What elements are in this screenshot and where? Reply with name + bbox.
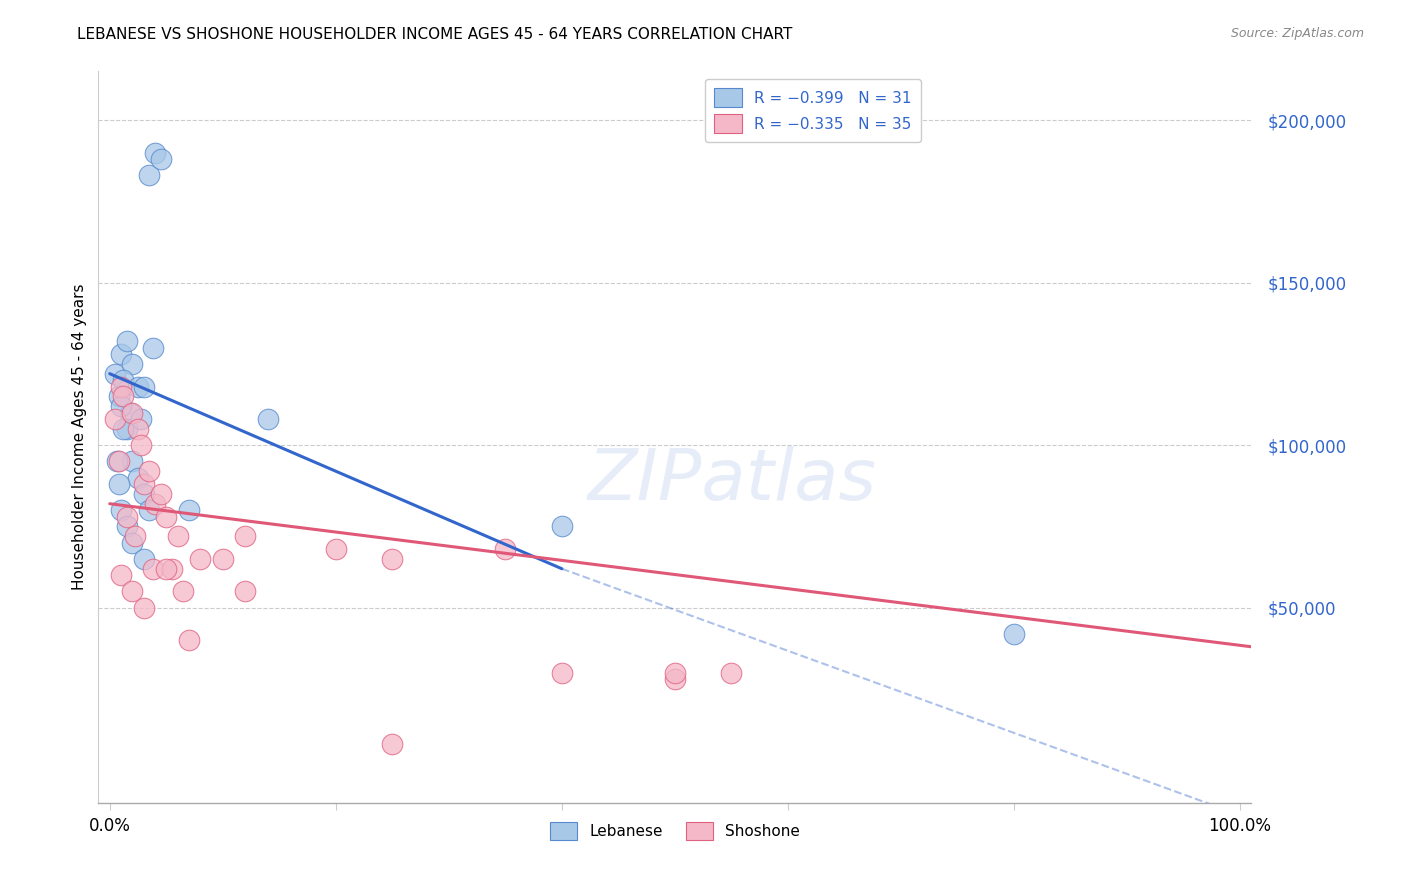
Point (127, 422, 149, 436)
Point (121, 584, 143, 599)
Point (107, 477, 129, 491)
Point (720, 665, 742, 680)
Point (121, 406, 143, 420)
Point (149, 487, 172, 501)
Point (325, 542, 347, 557)
Point (121, 454, 143, 468)
Point (155, 509, 177, 524)
Point (551, 519, 574, 533)
Point (120, 406, 142, 420)
Point (104, 412, 127, 426)
Point (110, 380, 132, 394)
Point (127, 380, 149, 394)
Point (664, 673, 686, 687)
Point (110, 399, 132, 413)
Point (177, 503, 200, 517)
Point (132, 380, 155, 394)
Point (132, 487, 155, 501)
Point (1002, 626, 1025, 640)
Point (177, 633, 200, 648)
Point (115, 519, 138, 533)
Point (121, 535, 143, 549)
Point (149, 152, 172, 166)
Point (143, 145, 166, 160)
Point (494, 542, 516, 557)
Point (131, 438, 153, 452)
Point (132, 477, 155, 491)
Point (138, 464, 160, 478)
Point (166, 529, 188, 543)
Point (381, 737, 404, 751)
Point (107, 454, 129, 468)
Text: LEBANESE VS SHOSHONE HOUSEHOLDER INCOME AGES 45 - 64 YEARS CORRELATION CHART: LEBANESE VS SHOSHONE HOUSEHOLDER INCOME … (77, 27, 793, 42)
Point (138, 503, 160, 517)
Point (115, 422, 138, 436)
Point (235, 584, 257, 599)
Point (105, 454, 128, 468)
Point (142, 341, 165, 355)
Point (143, 497, 166, 511)
Text: ZIPatlas: ZIPatlas (588, 447, 877, 516)
Y-axis label: Householder Income Ages 45 - 64 years: Householder Income Ages 45 - 64 years (72, 284, 87, 591)
Legend: Lebanese, Shoshone: Lebanese, Shoshone (543, 815, 807, 847)
Point (107, 389, 129, 403)
Point (155, 562, 177, 576)
Point (110, 503, 132, 517)
Point (381, 552, 404, 566)
Point (121, 357, 143, 371)
Point (131, 412, 153, 426)
Point (138, 169, 160, 183)
Point (235, 529, 257, 543)
Point (172, 584, 194, 599)
Point (664, 665, 686, 680)
Point (127, 471, 149, 485)
Point (104, 367, 127, 381)
Point (110, 347, 132, 361)
Point (211, 552, 233, 566)
Point (115, 509, 138, 524)
Point (112, 422, 135, 436)
Point (132, 600, 155, 615)
Point (115, 334, 138, 348)
Text: Source: ZipAtlas.com: Source: ZipAtlas.com (1230, 27, 1364, 40)
Point (551, 665, 574, 680)
Point (112, 373, 135, 387)
Point (132, 552, 155, 566)
Point (110, 568, 132, 582)
Point (142, 562, 165, 576)
Point (160, 562, 183, 576)
Point (112, 389, 135, 403)
Point (257, 412, 280, 426)
Point (124, 529, 146, 543)
Point (188, 552, 211, 566)
